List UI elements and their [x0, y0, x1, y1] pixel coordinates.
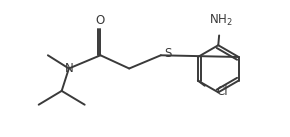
- Text: N: N: [64, 62, 73, 75]
- Text: S: S: [164, 47, 172, 60]
- Text: O: O: [96, 14, 105, 27]
- Text: Cl: Cl: [216, 85, 228, 98]
- Text: NH$_2$: NH$_2$: [209, 13, 233, 28]
